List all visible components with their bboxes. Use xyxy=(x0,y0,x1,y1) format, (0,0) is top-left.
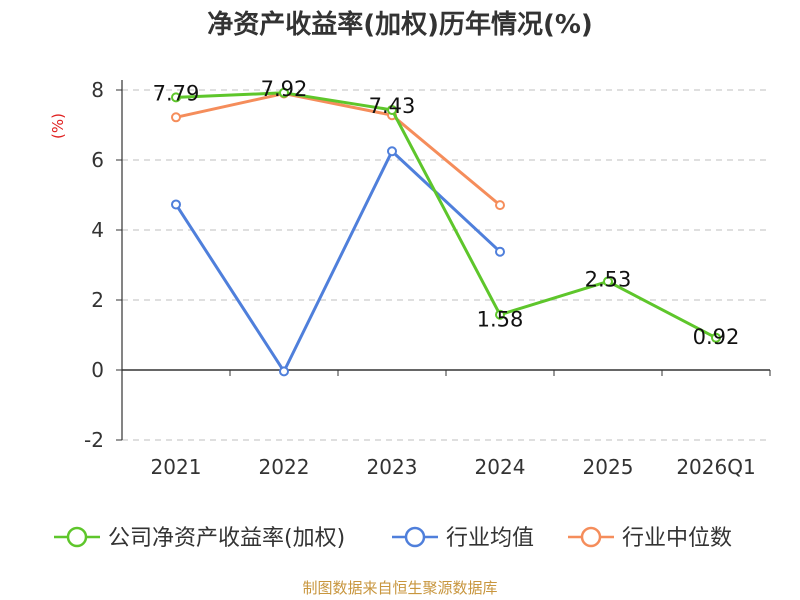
legend-item-2[interactable]: 行业中位数 xyxy=(568,526,732,551)
data-label: 0.92 xyxy=(693,325,740,349)
data-label: 1.58 xyxy=(477,308,524,332)
y-tick-label: 4 xyxy=(91,218,104,242)
data-point xyxy=(495,200,505,211)
data-point xyxy=(711,332,721,343)
y-axis-label: (%) xyxy=(49,113,67,139)
data-point xyxy=(279,366,289,377)
data-point xyxy=(495,309,505,320)
data-label: 7.92 xyxy=(261,77,308,101)
source-note: 制图数据来自恒生聚源数据库 xyxy=(302,579,498,597)
y-tick-label: 0 xyxy=(91,358,104,382)
legend: 公司净资产收益率(加权) 行业均值 行业中位数 xyxy=(54,526,732,551)
data-point xyxy=(387,146,397,157)
data-point xyxy=(603,276,613,287)
x-tick-label: 2025 xyxy=(583,455,634,479)
x-tick-label: 2022 xyxy=(259,455,310,479)
data-labels: 7.79 7.92 7.43 1.58 2.53 0.92 xyxy=(153,77,740,349)
data-point xyxy=(387,104,397,115)
legend-label: 行业均值 xyxy=(446,526,534,551)
y-tick-label: 6 xyxy=(91,148,104,172)
legend-label: 行业中位数 xyxy=(622,526,732,551)
legend-marker xyxy=(66,526,88,548)
series-lines xyxy=(171,87,721,377)
chart-title: 净资产收益率(加权)历年情况(%) xyxy=(207,10,593,40)
data-point xyxy=(171,112,181,123)
grid-lines xyxy=(122,89,770,441)
x-tick-label: 2021 xyxy=(151,455,202,479)
legend-label: 公司净资产收益率(加权) xyxy=(108,526,345,551)
data-label: 2.53 xyxy=(585,267,632,291)
data-point xyxy=(171,199,181,210)
legend-marker xyxy=(580,526,602,548)
legend-marker xyxy=(404,526,426,548)
x-tick-label: 2024 xyxy=(475,455,526,479)
legend-item-1[interactable]: 行业均值 xyxy=(392,526,534,551)
data-label: 7.43 xyxy=(369,94,416,118)
axes: -2 0 2 4 6 8 2021 2022 2023 2024 2025 2026Q1 (%) xyxy=(49,78,771,479)
y-tick-label: -2 xyxy=(84,428,104,452)
data-point xyxy=(279,87,289,98)
series-line-1 xyxy=(174,149,502,373)
series-line-0 xyxy=(175,91,717,340)
x-tick-label: 2023 xyxy=(367,455,418,479)
data-point xyxy=(171,92,181,103)
x-tick-label: 2026Q1 xyxy=(676,455,755,479)
data-label: 7.79 xyxy=(153,81,200,105)
data-point xyxy=(495,246,505,257)
y-tick-label: 2 xyxy=(91,288,104,312)
y-tick-label: 8 xyxy=(91,78,104,102)
series-line-2 xyxy=(175,92,501,207)
legend-item-0[interactable]: 公司净资产收益率(加权) xyxy=(54,526,345,551)
